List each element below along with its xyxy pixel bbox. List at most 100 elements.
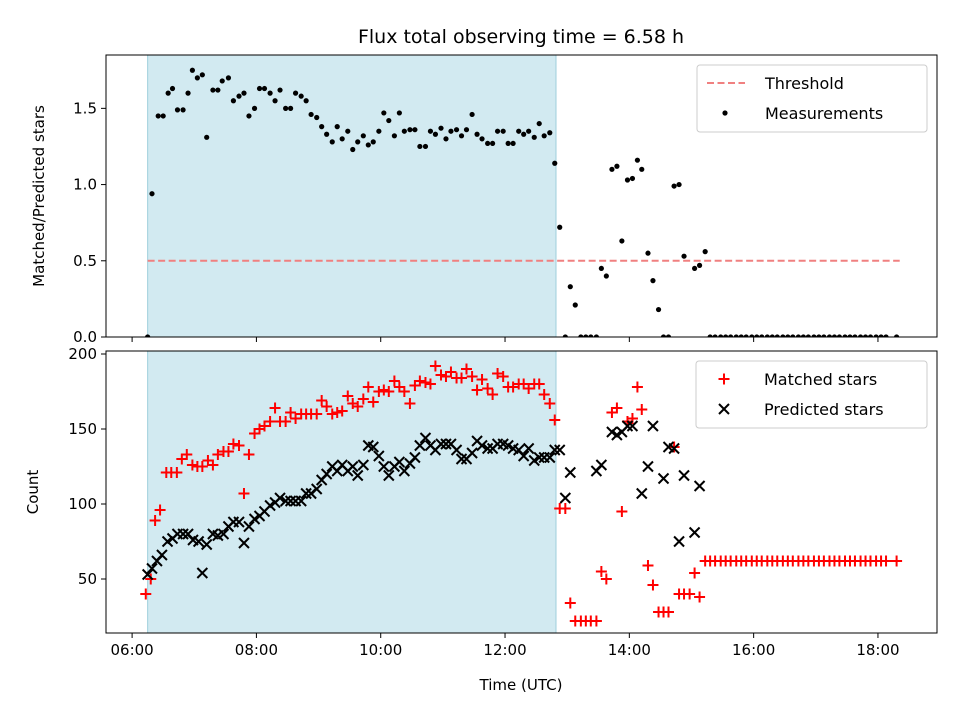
dot-marker xyxy=(438,125,444,131)
dot-marker xyxy=(821,334,827,337)
dot-marker xyxy=(180,107,186,113)
plus-marker xyxy=(227,438,239,450)
x-marker xyxy=(177,528,189,540)
dot-marker xyxy=(764,334,770,337)
x-marker xyxy=(414,439,426,452)
y-tick-label: 0.5 xyxy=(73,252,97,270)
plus-marker xyxy=(378,384,390,396)
dot-marker xyxy=(665,334,672,337)
x-marker xyxy=(673,535,685,548)
dot-marker xyxy=(857,334,864,337)
x-marker xyxy=(357,459,370,471)
dot-marker xyxy=(733,334,739,337)
x-marker xyxy=(156,549,168,561)
plus-marker xyxy=(404,398,416,409)
plus-marker xyxy=(456,372,468,384)
ratio-axes-frame xyxy=(105,54,938,338)
plus-marker xyxy=(891,555,903,567)
plus-marker xyxy=(435,369,447,381)
y-tick-label: 0.0 xyxy=(73,328,97,346)
plus-marker xyxy=(471,384,483,396)
dot-marker xyxy=(412,127,418,133)
plus-marker xyxy=(429,360,441,372)
dot-marker xyxy=(319,124,325,130)
plus-marker xyxy=(647,579,659,591)
plus-marker xyxy=(492,368,504,379)
x-marker xyxy=(367,441,379,453)
dot-marker xyxy=(769,334,775,337)
plus-marker xyxy=(487,389,499,400)
dot-marker xyxy=(800,334,806,337)
dot-marker xyxy=(749,334,755,337)
dot-marker xyxy=(614,163,620,169)
dot-marker xyxy=(370,139,376,145)
dot-marker xyxy=(639,166,645,172)
dot-marker xyxy=(298,93,304,99)
dot-marker xyxy=(811,334,817,337)
x-marker xyxy=(688,526,701,539)
x-marker xyxy=(668,442,680,455)
dot-marker xyxy=(562,334,568,337)
x-marker xyxy=(146,562,158,575)
dot-marker xyxy=(329,139,335,145)
x-marker xyxy=(192,535,205,548)
dot-marker xyxy=(169,85,176,92)
plus-marker xyxy=(497,371,509,382)
plus-marker xyxy=(466,371,478,382)
plus-marker xyxy=(611,402,623,414)
x-marker xyxy=(320,468,333,480)
plus-marker xyxy=(549,414,561,426)
dot-marker xyxy=(712,334,718,337)
dot-marker xyxy=(894,334,900,337)
plus-marker xyxy=(424,378,436,390)
dot-marker xyxy=(261,85,268,92)
x-marker xyxy=(564,466,576,479)
x-marker xyxy=(559,492,572,504)
observing-span xyxy=(147,54,557,338)
plus-marker xyxy=(171,467,183,478)
x-marker xyxy=(274,492,286,504)
legend-label: Measurements xyxy=(765,104,883,123)
dot-marker xyxy=(878,334,884,337)
plus-marker xyxy=(352,401,364,412)
plus-marker xyxy=(482,383,494,394)
x-marker xyxy=(383,469,395,482)
x-marker xyxy=(352,469,364,482)
plus-marker xyxy=(316,395,328,406)
dot-marker xyxy=(505,140,511,147)
observing-span xyxy=(147,350,557,634)
x-marker xyxy=(373,450,385,462)
legend-dot-swatch xyxy=(722,110,728,116)
x-tick-label: 14:00 xyxy=(608,641,651,659)
dot-marker xyxy=(417,143,423,150)
dot-marker xyxy=(883,334,889,337)
ratio-legend: Threshold Measurements xyxy=(696,64,928,133)
dot-marker xyxy=(873,334,879,337)
dot-marker xyxy=(283,105,289,111)
dot-marker xyxy=(458,133,465,139)
plus-marker xyxy=(668,441,680,453)
x-tick-label: 16:00 xyxy=(732,641,775,659)
x-marker xyxy=(409,451,421,464)
x-marker xyxy=(243,520,255,533)
plus-marker xyxy=(321,401,333,412)
dot-marker xyxy=(345,128,351,134)
dot-marker xyxy=(702,249,708,255)
x-marker xyxy=(693,480,706,492)
plus-marker xyxy=(631,381,643,393)
dot-marker xyxy=(272,98,278,104)
plus-marker xyxy=(149,515,161,526)
dot-marker xyxy=(463,127,470,133)
plus-marker xyxy=(600,573,612,585)
dot-marker xyxy=(629,175,636,182)
x-marker xyxy=(595,459,608,471)
plus-marker xyxy=(326,408,338,420)
x-marker xyxy=(238,537,250,549)
plus-marker xyxy=(595,566,607,577)
dot-marker xyxy=(862,334,869,337)
plus-marker xyxy=(233,440,245,451)
chart-title: Flux total observing time = 6.58 h xyxy=(358,26,684,48)
dot-marker xyxy=(339,136,345,142)
series-predicted-stars xyxy=(141,420,706,581)
